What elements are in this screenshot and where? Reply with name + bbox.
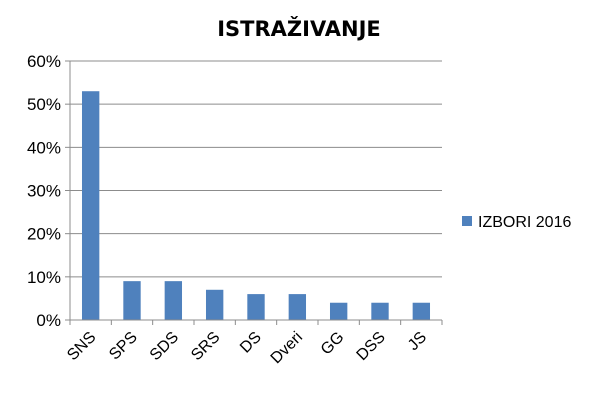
y-tick-label: 0% — [36, 311, 61, 330]
bar-gg — [329, 302, 348, 320]
x-tick-label: JS — [405, 329, 430, 354]
y-axis-ticks: 0% 10% 20% 30% 40% 50% 60% — [27, 52, 70, 330]
x-axis-labels: SNS SPS SDS SRS DS Dveri GG DSS JS — [64, 329, 430, 367]
bar-sds — [164, 281, 183, 320]
y-tick-label: 50% — [27, 95, 61, 114]
x-tick-label: DS — [237, 329, 265, 357]
y-tick-label: 40% — [27, 138, 61, 157]
bar-dveri — [288, 294, 307, 320]
y-tick-label: 30% — [27, 182, 61, 201]
bar-sps — [123, 281, 141, 320]
chart-title: ISTRAŽIVANJE — [217, 16, 381, 41]
legend-label: IZBORI 2016 — [478, 214, 571, 231]
bar-ds — [247, 294, 265, 320]
y-tick-label: 10% — [27, 268, 61, 287]
bars — [81, 91, 431, 320]
legend-swatch — [462, 216, 472, 226]
bar-js — [412, 302, 431, 320]
bar-srs — [205, 289, 224, 320]
legend: IZBORI 2016 — [462, 214, 571, 231]
x-tick-label: SDS — [147, 329, 182, 364]
y-tick-label: 20% — [27, 225, 61, 244]
x-tick-label: Dveri — [268, 329, 306, 367]
y-tick-label: 60% — [27, 52, 61, 71]
bar-dss — [371, 302, 389, 320]
x-tick-label: DSS — [354, 329, 389, 364]
bar-sns — [81, 91, 100, 320]
x-tick-label: SNS — [64, 329, 99, 364]
gridlines — [70, 60, 442, 321]
x-tick-label: SRS — [188, 329, 223, 364]
x-tick-label: SPS — [106, 329, 141, 364]
axes — [69, 61, 443, 325]
x-tick-label: GG — [318, 329, 348, 359]
